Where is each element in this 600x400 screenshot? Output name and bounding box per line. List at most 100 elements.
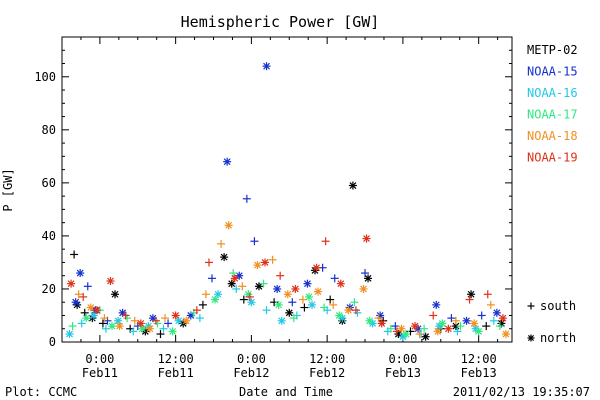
x-tick-label-date: Feb13 [385,366,421,380]
north-point [76,269,85,278]
north-point [108,322,116,331]
north-point [362,234,371,243]
south-point [288,298,297,307]
north-point [71,298,80,307]
south-point [477,311,486,320]
south-point [495,322,504,331]
north-point [498,314,507,323]
south-point [98,319,107,328]
north-point [262,62,271,71]
north-point [182,316,191,325]
south-point [130,316,139,325]
legend-entry: NOAA-15 [527,65,578,79]
north-point [67,279,76,288]
legend-entry: METP-02 [527,43,578,57]
south-point [300,303,309,312]
chart-title: Hemispheric Power [GW] [181,13,380,31]
north-point [253,261,262,270]
north-point [432,300,441,309]
series-metp-02 [70,181,506,341]
south-point [483,290,492,299]
north-point [220,253,229,262]
north-point [312,263,321,272]
axes: 0204060801000:00Feb1112:00Feb110:00Feb12… [34,37,512,380]
south-point [250,237,259,246]
south-point [68,322,77,331]
south-point [361,269,370,278]
south-point [456,322,465,331]
y-axis-label: P [GW] [1,168,15,211]
south-point [489,316,498,325]
south-point [83,282,92,291]
data-points [65,62,510,341]
north-point [433,327,442,336]
south-point [447,314,456,323]
x-tick-label-time: 0:00 [388,352,417,366]
south-point [208,274,216,283]
south-point [420,324,429,333]
south-point [386,324,395,333]
north-point [171,311,180,320]
south-point [232,284,241,293]
north-point [467,290,476,299]
south-point [129,327,138,336]
north-point [106,277,115,285]
y-tick-label: 60 [42,176,56,190]
south-point [201,290,210,299]
north-point [291,284,300,293]
south-point [245,292,254,301]
north-point [474,327,483,336]
series-noaa-19 [67,234,507,336]
x-tick-label-date: Feb11 [158,366,194,380]
north-point [359,284,368,293]
north-point [336,279,345,288]
legend: METP-02 NOAA-15 NOAA-16 NOAA-17 NOAA-18 NOAA-… [527,43,578,165]
south-point [268,255,277,264]
north-point [501,330,510,339]
south-point [192,306,201,315]
south-point [204,258,213,267]
north-point [397,324,406,333]
south-point [326,295,335,304]
south-point [70,250,79,259]
south-point [198,300,207,309]
north-point [285,308,294,317]
y-tick-label: 80 [42,123,56,137]
north-point [470,319,479,328]
legend-entry: NOAA-16 [527,86,578,100]
south-point [159,324,168,333]
legend-entry: NOAA-19 [527,151,578,165]
south-point [101,324,110,333]
north-point [168,327,177,336]
x-tick-label-date: Feb12 [309,366,345,380]
north-point [411,322,420,331]
north-point [273,284,282,293]
north-point [335,311,344,320]
south-point [217,239,226,248]
south-point [486,300,495,309]
north-point [89,311,98,320]
y-tick-label: 100 [34,70,56,84]
south-point [276,271,285,280]
north-point [65,330,74,339]
north-point [223,157,232,166]
north-point [82,314,91,323]
north-point [365,316,374,325]
south-point [392,327,401,336]
south-point [77,319,86,328]
north-point [364,274,373,283]
plot-frame [61,36,513,343]
footer-timestamp: 2011/02/13 19:35:07 [453,385,590,399]
south-point [79,292,88,301]
x-tick-label-date: Feb13 [461,366,497,380]
north-point [314,287,323,296]
north-point [421,332,430,341]
marker-legend-label: south [540,299,576,313]
south-point [350,298,359,307]
north-point [344,306,353,315]
north-point [438,319,447,328]
south-point [80,308,89,317]
south-point [121,311,130,320]
legend-entry: NOAA-18 [527,129,578,143]
